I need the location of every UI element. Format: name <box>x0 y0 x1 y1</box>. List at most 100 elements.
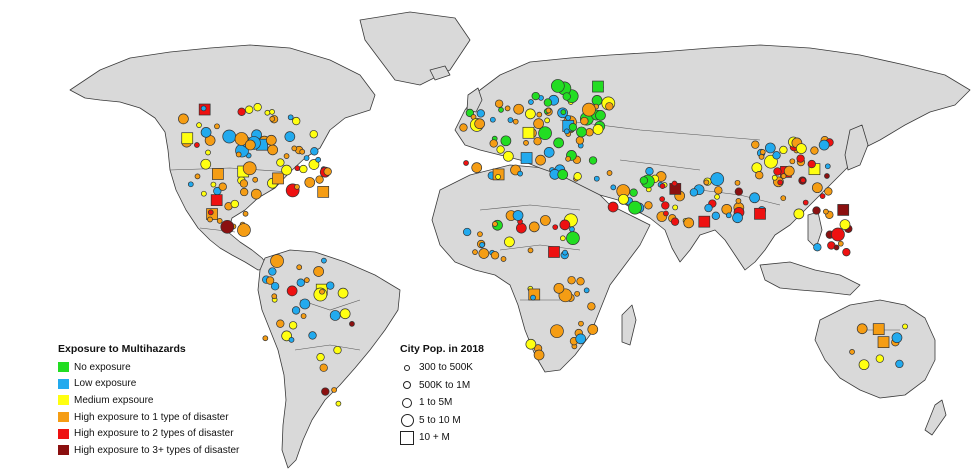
city-marker <box>783 165 795 177</box>
city-marker <box>504 105 511 112</box>
city-marker <box>533 118 544 129</box>
pop-symbol-small <box>400 381 414 390</box>
city-marker <box>500 135 512 147</box>
city-marker <box>795 143 807 154</box>
city-marker <box>839 219 851 230</box>
city-marker <box>751 162 763 174</box>
city-marker <box>276 158 285 167</box>
city-marker <box>575 333 587 345</box>
city-marker <box>895 359 904 369</box>
city-marker <box>239 179 249 188</box>
city-marker-megacity <box>592 80 604 93</box>
city-marker <box>502 150 514 162</box>
city-marker <box>721 203 733 215</box>
new-zealand-landmass <box>924 399 947 436</box>
city-marker <box>512 118 519 125</box>
eurasia-landmass <box>454 44 971 271</box>
city-marker <box>732 212 743 224</box>
city-marker <box>593 175 600 182</box>
city-marker <box>553 282 565 294</box>
southeast-asia-islands <box>759 261 861 296</box>
city-marker-megacity <box>698 215 711 228</box>
city-marker <box>339 308 351 320</box>
city-marker <box>276 319 285 328</box>
city-marker <box>315 175 324 184</box>
city-marker <box>771 174 778 181</box>
city-marker <box>270 282 280 291</box>
city-marker <box>578 320 584 327</box>
city-marker <box>902 323 908 330</box>
city-marker <box>772 151 781 160</box>
city-marker <box>833 244 840 251</box>
city-marker <box>300 313 307 319</box>
city-marker <box>271 293 278 300</box>
city-marker <box>210 181 217 188</box>
city-marker <box>515 222 527 234</box>
city-marker <box>576 126 587 138</box>
exposure-legend-title: Exposure to Multihazards <box>58 343 186 355</box>
city-marker <box>315 156 322 163</box>
city-marker <box>333 345 342 355</box>
city-marker <box>670 217 680 226</box>
city-marker <box>536 111 543 118</box>
city-marker <box>831 227 845 242</box>
legend-item-no-exposure: No exposure <box>58 359 239 376</box>
city-marker <box>265 134 277 146</box>
city-marker <box>270 254 284 268</box>
city-marker <box>237 223 251 237</box>
city-marker <box>711 211 720 220</box>
city-marker <box>538 126 552 141</box>
city-marker <box>659 183 666 190</box>
city-marker <box>557 169 569 180</box>
swatch-low-exposure <box>58 378 69 389</box>
city-marker <box>299 164 308 174</box>
city-marker <box>296 278 305 287</box>
city-marker <box>644 201 653 210</box>
city-marker <box>463 227 472 237</box>
city-marker <box>543 98 553 107</box>
city-marker <box>807 159 816 169</box>
city-marker <box>734 187 743 196</box>
city-marker <box>764 142 776 154</box>
city-marker <box>284 131 296 143</box>
city-marker-megacity <box>754 207 766 220</box>
city-markers <box>178 79 908 407</box>
city-marker <box>288 337 295 343</box>
city-marker-megacity <box>520 152 533 164</box>
city-marker <box>703 179 710 186</box>
city-marker <box>751 140 760 149</box>
city-marker <box>819 193 826 199</box>
city-marker <box>591 95 603 106</box>
city-marker <box>477 231 483 238</box>
city-marker <box>269 109 275 115</box>
city-marker <box>495 173 501 180</box>
city-marker <box>811 182 823 194</box>
pop-label: 10 + M <box>419 432 450 444</box>
city-marker <box>237 107 246 116</box>
city-marker <box>296 264 303 271</box>
exposure-legend: Exposure to Multihazards No exposure Low… <box>58 343 239 459</box>
city-marker-megacity <box>522 126 535 139</box>
city-marker <box>734 179 741 186</box>
city-marker <box>303 277 310 283</box>
city-marker <box>218 182 227 191</box>
city-marker <box>268 267 277 276</box>
city-marker <box>286 285 298 297</box>
city-marker <box>194 173 201 180</box>
city-marker <box>758 154 765 160</box>
city-marker <box>749 192 760 204</box>
city-marker <box>472 249 478 255</box>
city-marker <box>331 387 337 393</box>
madagascar-landmass <box>621 304 637 346</box>
city-marker <box>533 137 542 146</box>
city-marker <box>245 105 254 114</box>
pop-item-10m-plus: 10 + M <box>400 429 484 447</box>
city-marker <box>319 363 328 372</box>
city-marker <box>194 142 200 148</box>
city-marker <box>704 203 713 213</box>
city-marker <box>316 352 325 362</box>
city-marker-megacity <box>317 186 330 198</box>
pop-symbol-large <box>400 413 414 427</box>
legend-item-high-1: High exposure to 1 type of disaster <box>58 409 239 426</box>
